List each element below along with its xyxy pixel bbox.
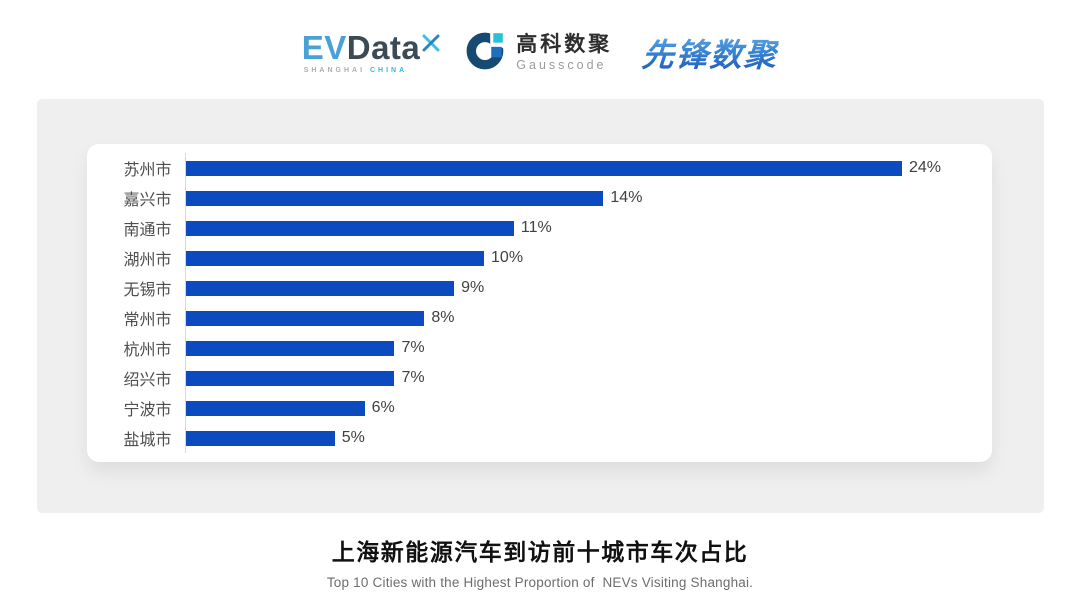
bar [185, 430, 335, 446]
evdata-tagline-shanghai: SHANGHAI [303, 67, 366, 74]
bar [185, 190, 604, 206]
gausscode-en-name: Gausscode [516, 57, 607, 72]
chart-card: 苏州市 24% 嘉兴市 14% 南通市 11% 湖州市 10% 无锡市 9% 常州市 8% 杭州市 7% 绍… [86, 144, 992, 462]
value-label: 14% [610, 189, 643, 206]
category-label: 绍兴市 [123, 372, 172, 389]
bar [185, 370, 395, 386]
value-label: 8% [431, 309, 455, 326]
category-label: 盐城市 [123, 432, 172, 449]
value-label: 7% [401, 339, 425, 356]
bar-zone: 10% [184, 243, 992, 273]
chart-title: 上海新能源汽车到访前十城市车次占比 [331, 539, 749, 565]
chart-row: 南通市 11% [87, 213, 992, 243]
chart-row: 宁波市 6% [87, 393, 992, 423]
value-label: 11% [520, 219, 552, 236]
chart-row: 无锡市 9% [87, 273, 992, 303]
bar-zone: 9% [184, 273, 992, 303]
bar-zone: 5% [184, 423, 992, 453]
pioneer-logo: 先锋数聚 [641, 30, 780, 76]
caption: 上海新能源汽车到访前十城市车次占比 Top 10 Cities with the… [0, 533, 1080, 590]
chart-row: 苏州市 24% [87, 153, 992, 183]
bar-zone: 14% [184, 183, 992, 213]
chart-panel: 苏州市 24% 嘉兴市 14% 南通市 11% 湖州市 10% 无锡市 9% 常州市 8% 杭州市 7% 绍… [36, 99, 1044, 513]
bar [185, 400, 365, 416]
bar-zone: 7% [184, 363, 992, 393]
value-label: 9% [461, 279, 485, 296]
category-label: 湖州市 [123, 252, 172, 269]
category-label: 杭州市 [123, 342, 172, 359]
bar [185, 220, 514, 236]
gausscode-g-icon [465, 29, 508, 76]
value-label: 5% [341, 429, 365, 446]
evdata-logo: EV Data SHANGHAI CHINA [302, 31, 442, 74]
evdata-tagline-china: CHINA [370, 67, 408, 74]
bar [185, 280, 455, 296]
category-label: 南通市 [123, 222, 172, 239]
bar [185, 250, 485, 266]
value-label: 6% [371, 399, 395, 416]
value-label: 10% [491, 249, 524, 266]
gausscode-logo: 高科数聚 Gausscode [465, 29, 612, 76]
chart-row: 常州市 8% [87, 303, 992, 333]
category-label: 嘉兴市 [123, 192, 172, 209]
evdata-ev-text: EV [301, 29, 347, 66]
bar-zone: 8% [184, 303, 992, 333]
chart-row: 湖州市 10% [87, 243, 992, 273]
category-label: 常州市 [123, 312, 172, 329]
bar-zone: 7% [184, 333, 992, 363]
chart-subtitle: Top 10 Cities with the Highest Proportio… [326, 575, 754, 590]
bar [185, 340, 395, 356]
evdata-tagline: SHANGHAI CHINA [304, 67, 442, 74]
chart-row: 嘉兴市 14% [87, 183, 992, 213]
bar-zone: 11% [184, 213, 992, 243]
bar-zone: 24% [184, 153, 992, 183]
logo-header: EV Data SHANGHAI CHINA 高科数聚 Gausscod [0, 0, 1080, 99]
category-label: 苏州市 [123, 162, 172, 179]
chart-row: 盐城市 5% [87, 423, 992, 453]
value-label: 7% [401, 369, 425, 386]
category-label: 无锡市 [123, 282, 172, 299]
evdata-data-text: Data [346, 29, 421, 66]
chart: 苏州市 24% 嘉兴市 14% 南通市 11% 湖州市 10% 无锡市 9% 常州市 8% 杭州市 7% 绍… [87, 144, 992, 453]
value-label: 24% [908, 159, 941, 176]
evdata-x-icon [421, 25, 441, 58]
chart-row: 杭州市 7% [87, 333, 992, 363]
bar [185, 160, 902, 176]
gausscode-cn-name: 高科数聚 [516, 32, 613, 56]
evdata-wordmark: EV Data [302, 31, 442, 64]
category-label: 宁波市 [123, 402, 172, 419]
bar [185, 310, 425, 326]
gausscode-text: 高科数聚 Gausscode [516, 34, 612, 72]
bar-zone: 6% [184, 393, 992, 423]
chart-row: 绍兴市 7% [87, 363, 992, 393]
